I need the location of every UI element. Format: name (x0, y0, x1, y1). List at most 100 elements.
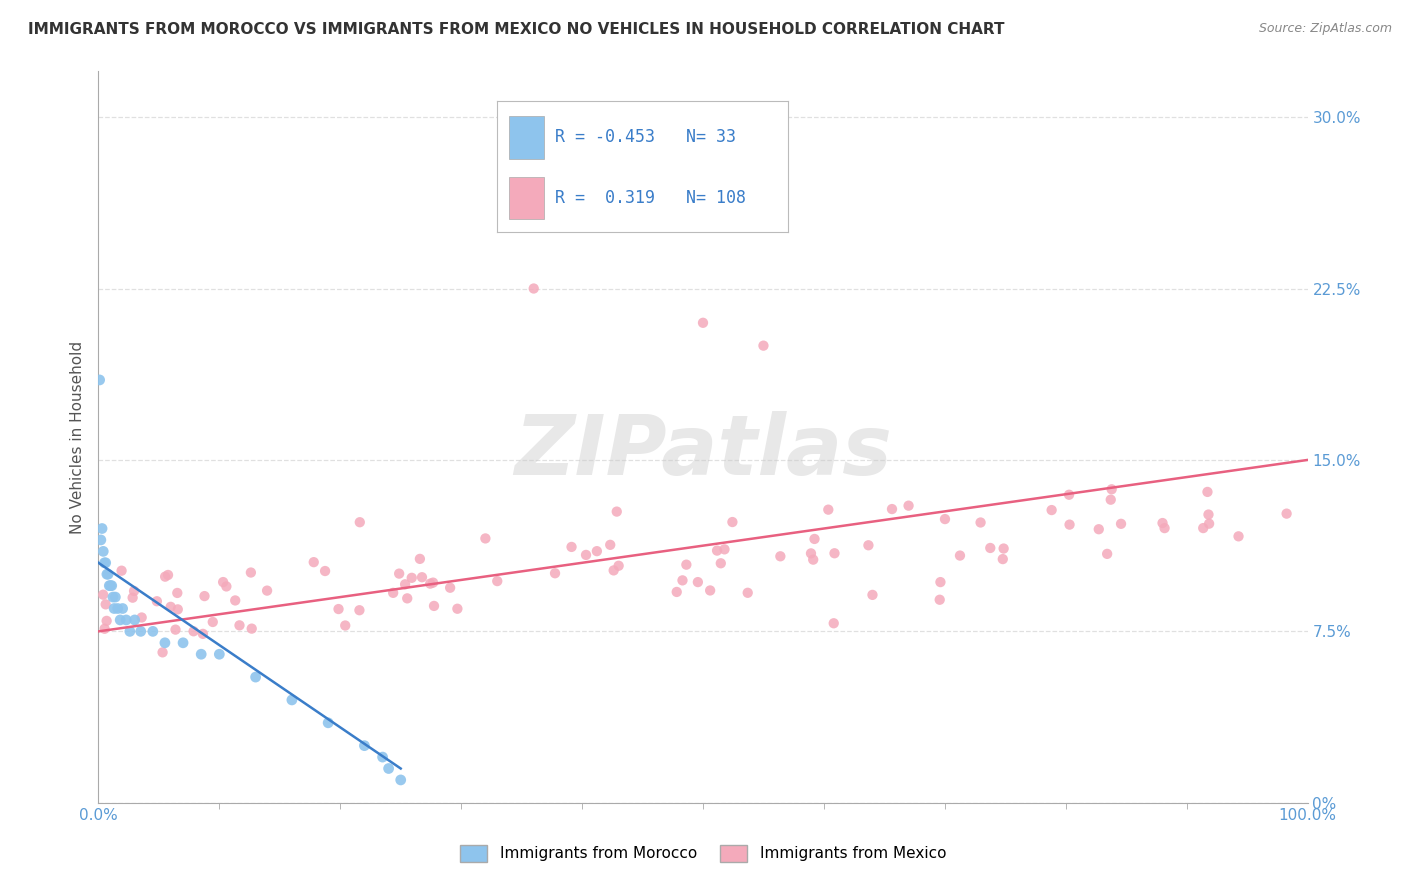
Point (89, 373, 111, 387)
Point (159, 599, 181, 614)
Point (240, 622, 263, 636)
Point (817, 502, 839, 516)
Point (706, 543, 728, 558)
Point (115, 613, 138, 627)
Point (153, 636, 176, 650)
Point (100, 579, 122, 593)
Point (1198, 516, 1220, 531)
Point (172, 636, 194, 650)
Point (108, 613, 131, 627)
Point (1192, 521, 1215, 535)
Point (193, 589, 215, 603)
Point (100, 579, 122, 593)
Point (335, 618, 357, 632)
Point (191, 627, 214, 641)
Point (561, 540, 583, 554)
Point (91, 544, 114, 558)
Point (91, 521, 114, 535)
Point (396, 591, 419, 606)
Point (949, 549, 972, 563)
Point (382, 586, 405, 600)
Point (880, 502, 903, 516)
Point (1087, 522, 1109, 536)
Point (1059, 517, 1081, 532)
Point (979, 541, 1001, 555)
Point (245, 670, 267, 684)
Point (353, 739, 375, 753)
Point (934, 512, 956, 526)
Point (124, 613, 146, 627)
Point (111, 601, 134, 615)
Point (90, 533, 112, 547)
Point (1099, 492, 1122, 507)
Point (166, 602, 188, 616)
Point (388, 566, 411, 581)
Point (862, 588, 884, 602)
Point (94, 598, 117, 612)
Point (371, 750, 394, 764)
Point (394, 577, 416, 591)
Point (239, 566, 262, 580)
Point (671, 574, 693, 588)
Point (665, 585, 688, 599)
Point (1275, 507, 1298, 521)
Point (121, 591, 143, 605)
Text: IMMIGRANTS FROM MOROCCO VS IMMIGRANTS FROM MEXICO NO VEHICLES IN HOUSEHOLD CORRE: IMMIGRANTS FROM MOROCCO VS IMMIGRANTS FR… (28, 22, 1005, 37)
Point (474, 532, 496, 546)
Text: ZIPatlas: ZIPatlas (515, 411, 891, 492)
Point (93, 556, 115, 570)
Point (928, 592, 950, 607)
Point (183, 624, 205, 639)
Point (103, 601, 125, 615)
Point (575, 548, 598, 562)
Point (146, 594, 169, 608)
Point (94, 556, 117, 570)
Point (803, 532, 825, 546)
Y-axis label: No Vehicles in Household: No Vehicles in Household (70, 341, 86, 533)
Point (929, 575, 952, 590)
Point (602, 563, 624, 577)
Point (110, 564, 132, 578)
Point (721, 515, 744, 529)
Point (801, 552, 824, 566)
Point (118, 624, 141, 639)
Point (212, 575, 235, 590)
Point (97, 567, 120, 582)
Point (377, 762, 399, 776)
Point (328, 602, 350, 616)
Point (281, 693, 304, 707)
Point (606, 505, 628, 519)
Point (523, 281, 546, 295)
Point (93, 622, 115, 636)
Point (190, 647, 212, 661)
Point (91, 588, 114, 602)
Point (1198, 508, 1220, 522)
Point (692, 316, 714, 330)
Point (486, 574, 509, 588)
Point (1040, 503, 1063, 517)
Point (316, 715, 339, 730)
Point (423, 599, 446, 613)
Point (389, 772, 412, 787)
Point (215, 579, 238, 593)
Point (142, 624, 165, 639)
Point (157, 568, 180, 582)
Point (152, 645, 174, 659)
Point (858, 538, 880, 552)
Point (439, 581, 461, 595)
Point (131, 610, 153, 624)
Point (166, 586, 188, 600)
Point (349, 515, 371, 529)
Point (752, 338, 775, 352)
Point (256, 583, 278, 598)
Point (153, 569, 176, 583)
Point (1197, 484, 1219, 499)
Point (737, 586, 759, 600)
Point (349, 603, 371, 617)
Point (1153, 521, 1175, 535)
Point (104, 590, 127, 604)
Point (314, 564, 336, 578)
Point (710, 556, 733, 570)
Point (619, 213, 641, 227)
Point (98, 579, 121, 593)
